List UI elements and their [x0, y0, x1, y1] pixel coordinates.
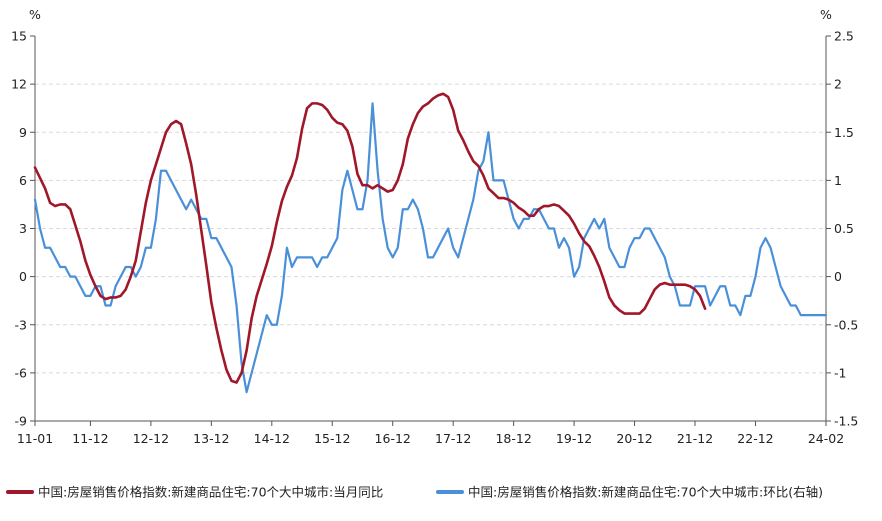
right-axis-tick-label: 2.5 [834, 29, 854, 44]
series-line-mom [33, 102, 828, 394]
right-axis-tick-label: 0 [834, 269, 842, 284]
x-axis-tick-label: 22-12 [737, 431, 773, 446]
x-axis-tick-label: 16-12 [375, 431, 411, 446]
x-axis-tick-label: 12-12 [133, 431, 169, 446]
left-axis-tick-label: -9 [15, 414, 28, 429]
left-axis-tick-label: -6 [15, 365, 28, 380]
left-axis-tick-label: -3 [15, 317, 27, 332]
x-axis-tick-label: 14-12 [254, 431, 290, 446]
legend-label: 中国:房屋销售价格指数:新建商品住宅:70个大中城市:当月同比 [38, 485, 383, 500]
x-axis-tick-label: 21-12 [677, 431, 713, 446]
right-axis-unit: % [820, 7, 832, 22]
legend-item-mom: 中国:房屋销售价格指数:新建商品住宅:70个大中城市:环比(右轴) [436, 485, 823, 500]
axes: 15 12 9 6 3 0 -3 -6 -9 2.5 2 1.5 1 0.5 0 -0.5 -1 -1.5% % 11… [11, 7, 858, 446]
right-axis-tick-label: -1 [834, 365, 846, 380]
left-axis-tick-label: 6 [19, 173, 27, 188]
left-axis-tick-label: 15 [11, 29, 27, 44]
left-axis-unit: % [29, 7, 41, 22]
series-line-yoy [33, 92, 707, 384]
legend: 中国:房屋销售价格指数:新建商品住宅:70个大中城市:当月同比 中国:房屋销售价格… [6, 485, 823, 500]
legend-label: 中国:房屋销售价格指数:新建商品住宅:70个大中城市:环比(右轴) [468, 485, 823, 500]
left-axis-tick-label: 0 [19, 269, 27, 284]
x-axis-tick-label: 11-01 [17, 431, 53, 446]
right-axis-tick-label: -0.5 [834, 317, 858, 332]
left-axis-tick-label: 12 [11, 77, 27, 92]
x-axis-tick-label: 24-02 [808, 431, 844, 446]
left-axis-tick-label: 3 [19, 221, 27, 236]
x-axis-tick-label: 18-12 [495, 431, 531, 446]
right-axis-tick-label: 2 [834, 77, 842, 92]
right-axis-tick-label: 0.5 [834, 221, 854, 236]
right-axis-tick-label: -1.5 [834, 414, 858, 429]
right-axis-tick-label: 1 [834, 173, 842, 188]
x-axis-tick-label: 20-12 [616, 431, 652, 446]
gridlines [35, 83, 826, 374]
series-lines [33, 92, 828, 394]
x-axis-tick-label: 19-12 [556, 431, 592, 446]
legend-item-yoy: 中国:房屋销售价格指数:新建商品住宅:70个大中城市:当月同比 [6, 485, 383, 500]
x-axis-tick-label: 15-12 [314, 431, 350, 446]
left-axis-tick-label: 9 [19, 125, 27, 140]
x-axis-tick-label: 13-12 [193, 431, 229, 446]
right-axis-tick-label: 1.5 [834, 125, 854, 140]
x-axis-tick-label: 11-12 [72, 431, 108, 446]
x-axis-tick-label: 17-12 [435, 431, 471, 446]
